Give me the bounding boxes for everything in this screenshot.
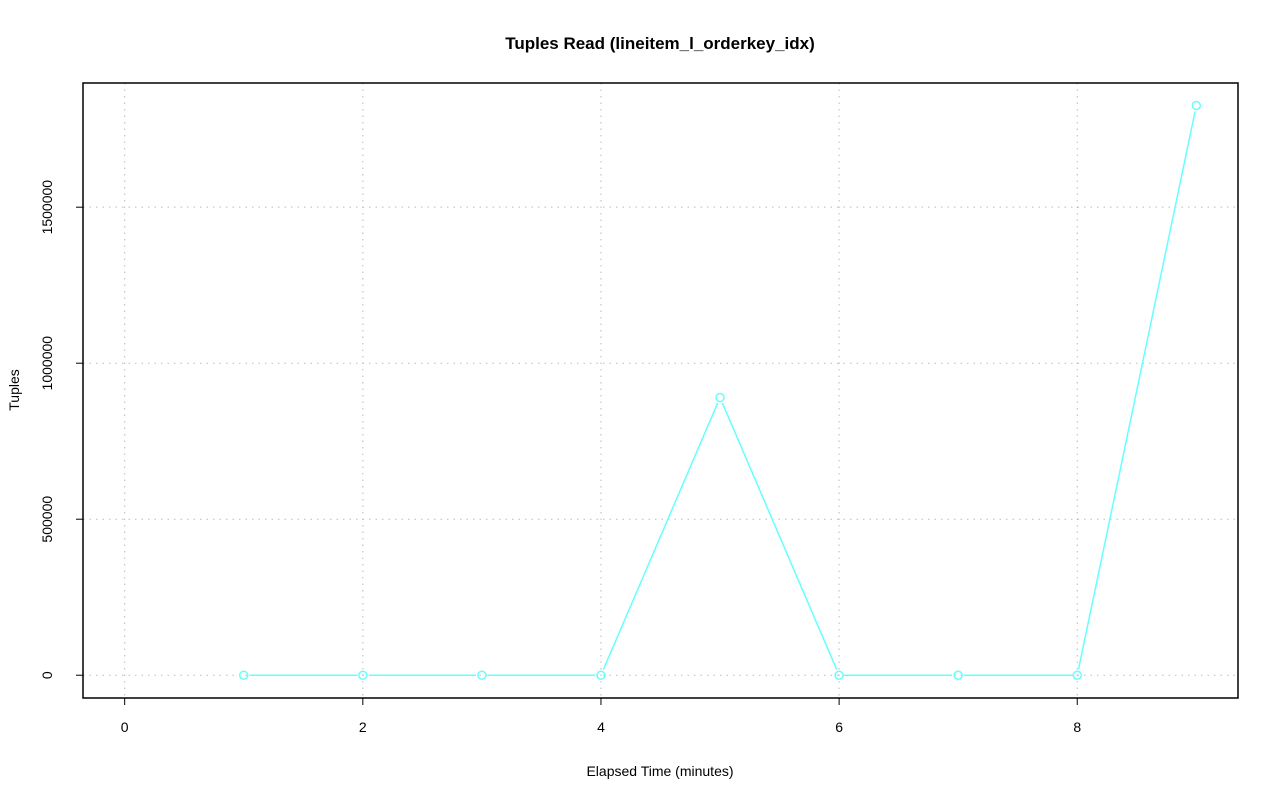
y-tick-label: 0 xyxy=(39,671,55,679)
data-point xyxy=(238,670,249,680)
x-tick-label: 8 xyxy=(1073,719,1081,735)
data-point xyxy=(1072,670,1083,680)
data-point xyxy=(953,670,963,680)
y-tick-label: 1000000 xyxy=(39,336,55,391)
x-axis-label: Elapsed Time (minutes) xyxy=(586,763,733,779)
series-segment xyxy=(1077,111,1196,670)
axes: 0 2 4 6 8 0 500000 1000000 1500000 xyxy=(39,180,1081,735)
series-segment xyxy=(602,402,719,671)
series-segment xyxy=(721,402,838,671)
x-tick-label: 0 xyxy=(121,719,129,735)
y-axis-label: Tuples xyxy=(6,369,22,411)
data-point xyxy=(596,670,606,680)
data-point xyxy=(477,670,487,680)
chart-title: Tuples Read (lineitem_l_orderkey_idx) xyxy=(505,34,815,53)
grid xyxy=(83,83,1238,698)
x-tick-label: 6 xyxy=(835,719,843,735)
plot-frame xyxy=(82,82,1239,699)
data-point xyxy=(715,392,725,403)
data-point xyxy=(834,670,844,680)
x-tick-label: 4 xyxy=(597,719,605,735)
data-point xyxy=(1191,100,1202,111)
data-point xyxy=(358,670,368,680)
x-tick-label: 2 xyxy=(359,719,367,735)
y-tick-label: 500000 xyxy=(39,496,55,543)
y-tick-label: 1500000 xyxy=(39,180,55,235)
series-line xyxy=(238,100,1202,680)
